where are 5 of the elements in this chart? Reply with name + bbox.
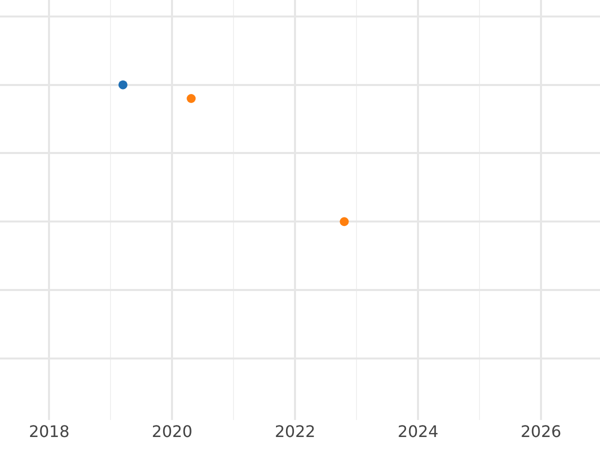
x-tick-label: 2026 xyxy=(520,422,562,441)
x-tick-label: 2020 xyxy=(152,422,192,441)
x-tick-label: 2018 xyxy=(28,422,70,441)
x-tick-label: 2022 xyxy=(274,422,316,441)
x-tick-label: 2024 xyxy=(398,422,438,441)
